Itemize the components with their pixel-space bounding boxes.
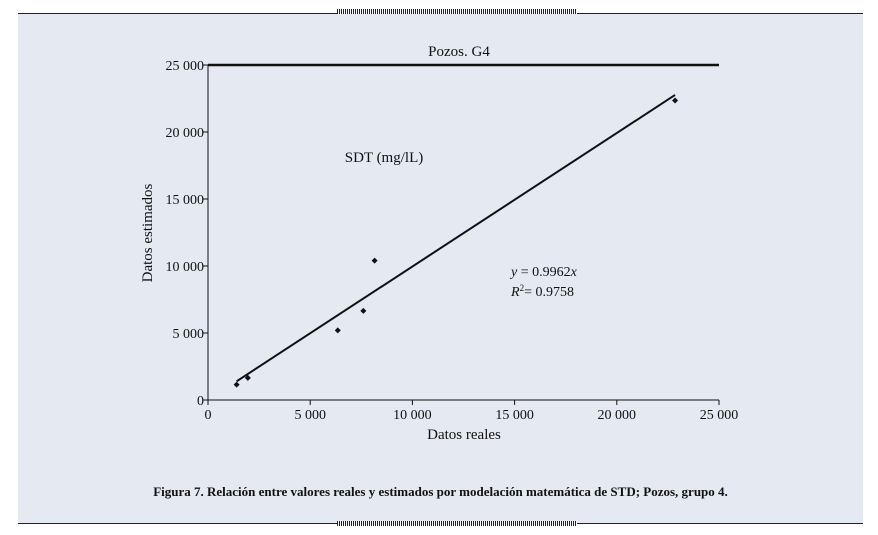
data-point [334, 327, 341, 334]
y-axis-label: Datos estimados [140, 183, 156, 282]
r-squared-value: = 0.9758 [524, 285, 574, 300]
x-tick-label: 5 000 [294, 408, 326, 423]
r-squared-superscript: 2 [520, 283, 525, 293]
y-tick-label: 20 000 [166, 126, 205, 141]
chart-title: Pozos. G4 [428, 44, 490, 60]
x-tick-label: 10 000 [393, 408, 432, 423]
y-tick-label: 10 000 [166, 260, 205, 275]
bottom-hatch-ornament [337, 521, 577, 526]
x-tick-label: 15 000 [495, 408, 534, 423]
r-squared-symbol: R [510, 285, 520, 300]
data-point [360, 307, 367, 314]
r-squared: R2= 0.9758 [510, 283, 574, 300]
figure-panel [18, 14, 863, 523]
equation-y-symbol: y [509, 265, 518, 280]
x-tick-label: 25 000 [700, 408, 739, 423]
equation-x-symbol: x [570, 265, 578, 280]
data-point [371, 257, 378, 264]
data-point [672, 97, 679, 104]
top-hatch-ornament [337, 9, 577, 14]
x-tick-label: 0 [205, 408, 212, 423]
figure-caption: Figura 7. Relación entre valores reales … [153, 484, 728, 499]
chart-subtitle: SDT (mg/lL) [345, 150, 423, 166]
y-tick-label: 15 000 [166, 193, 205, 208]
y-tick-label: 5 000 [173, 327, 205, 342]
data-point [244, 374, 251, 381]
data-point [233, 381, 240, 388]
x-tick-label: 20 000 [598, 408, 637, 423]
y-tick-label: 0 [197, 394, 204, 409]
y-tick-label: 25 000 [166, 59, 205, 74]
equation-value: = 0.9962 [521, 265, 571, 280]
regression-equation: y = 0.9962x [509, 265, 578, 280]
x-axis-label: Datos reales [427, 427, 501, 443]
trendline [236, 94, 676, 383]
